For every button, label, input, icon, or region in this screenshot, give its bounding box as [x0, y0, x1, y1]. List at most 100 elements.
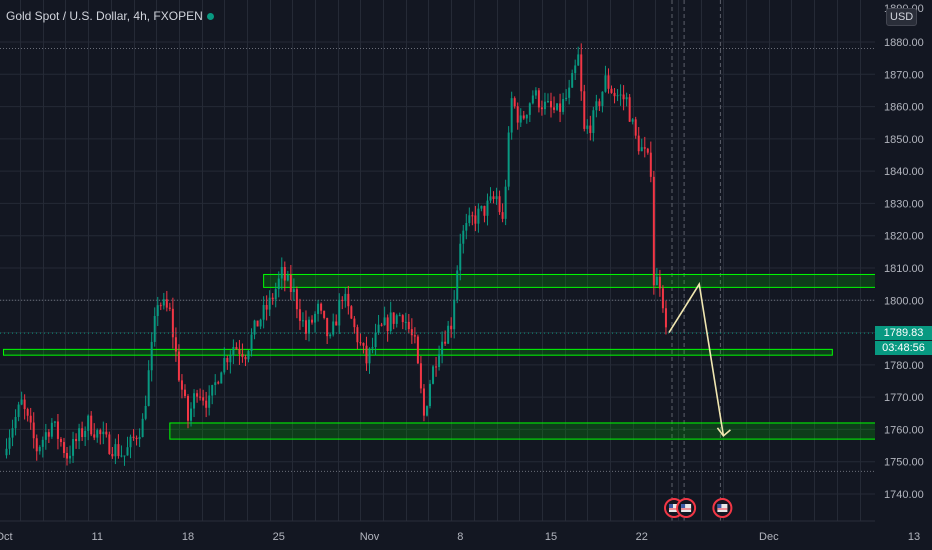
candle-body — [5, 448, 8, 456]
candle-body — [241, 353, 244, 358]
symbol-title-text: Gold Spot / U.S. Dollar, 4h, FXOPEN — [6, 9, 203, 23]
candle-body — [604, 75, 607, 92]
candle-body — [637, 135, 640, 152]
candle-body — [295, 289, 298, 310]
candle-body — [468, 215, 471, 224]
candle-body — [444, 341, 447, 344]
candle-body — [489, 196, 492, 201]
candle-body — [144, 405, 147, 419]
candle-body — [8, 437, 11, 449]
candle-body — [123, 455, 126, 457]
candle-body — [459, 243, 462, 271]
candle-body — [78, 428, 81, 442]
candle-body — [616, 95, 619, 97]
candle-body — [386, 317, 389, 332]
candle-body — [265, 304, 268, 310]
candle-body — [519, 115, 522, 123]
candle-body — [135, 437, 138, 440]
candle-body — [404, 321, 407, 323]
candle-body — [441, 341, 444, 355]
candle-body — [271, 297, 274, 300]
candle-body — [422, 388, 425, 416]
candle-body — [250, 334, 253, 352]
candle-body — [528, 103, 531, 115]
candle-body — [649, 152, 652, 177]
candle-body — [253, 320, 256, 335]
candle-body — [20, 399, 23, 405]
candle-body — [643, 147, 646, 149]
candle-body — [262, 304, 265, 320]
price-tick-label: 1800.00 — [884, 295, 924, 307]
candle-body — [23, 399, 26, 410]
candle-body — [419, 363, 422, 389]
candle-body — [114, 444, 117, 457]
candle-body — [356, 327, 359, 343]
candle-body — [516, 106, 519, 123]
candle-body — [205, 400, 208, 408]
time-tick-label: 11 — [92, 531, 103, 543]
candle-body — [193, 393, 196, 409]
candle-body — [14, 416, 17, 429]
candle-body — [450, 325, 453, 330]
candle-body — [81, 428, 84, 438]
candle-body — [622, 94, 625, 100]
candle-body — [11, 428, 14, 438]
time-tick-label: 22 — [636, 531, 648, 543]
candle-body — [507, 132, 510, 187]
candle-body — [335, 321, 338, 326]
candle-body — [256, 320, 259, 327]
candle-body — [147, 370, 150, 406]
currency-label[interactable]: USD — [886, 8, 918, 26]
candle-body — [392, 312, 395, 324]
candle-body — [138, 437, 141, 440]
candle-body — [301, 320, 304, 322]
candle-body — [589, 125, 592, 134]
candle-body — [462, 230, 465, 244]
candle-body — [132, 436, 135, 438]
candle-body — [365, 345, 368, 364]
candle-body — [531, 95, 534, 104]
candle-body — [586, 125, 589, 129]
candle-body — [595, 101, 598, 111]
time-tick-label: 13 — [908, 531, 920, 543]
candle-body — [141, 418, 144, 438]
candle-body — [359, 342, 362, 344]
candle-body — [646, 148, 649, 153]
candle-body — [190, 408, 193, 421]
projection-arrowhead — [716, 427, 731, 438]
time-tick-label: 15 — [545, 531, 557, 543]
candle-body — [268, 297, 271, 310]
candle-body — [150, 341, 153, 371]
candle-body — [35, 438, 38, 452]
price-tick-label: 1840.00 — [884, 166, 924, 178]
candle-body — [177, 351, 180, 381]
candle-body — [565, 97, 568, 100]
time-axis — [0, 521, 875, 550]
candle-body — [628, 97, 631, 122]
candle-body — [180, 380, 183, 390]
candle-body — [610, 88, 613, 93]
candle-body — [407, 321, 410, 330]
candle-body — [640, 147, 643, 152]
candle-body — [525, 114, 528, 119]
candle-body — [380, 324, 383, 326]
candle-body — [480, 205, 483, 209]
candle-body — [214, 382, 217, 386]
candle-body — [66, 452, 68, 459]
candle-body — [344, 293, 347, 302]
symbol-title[interactable]: Gold Spot / U.S. Dollar, 4h, FXOPEN — [6, 9, 214, 23]
candle-body — [323, 310, 326, 318]
candle-body — [244, 357, 247, 360]
candle-body — [32, 422, 35, 439]
candle-body — [159, 305, 162, 307]
candle-body — [625, 97, 628, 100]
candle-body — [220, 372, 223, 384]
candle-body — [574, 65, 577, 74]
candle-body — [229, 355, 232, 363]
candle-body — [383, 317, 386, 326]
candle-body — [69, 455, 72, 459]
candle-body — [534, 90, 537, 96]
candle-body — [62, 442, 65, 453]
candle-body — [619, 94, 622, 96]
